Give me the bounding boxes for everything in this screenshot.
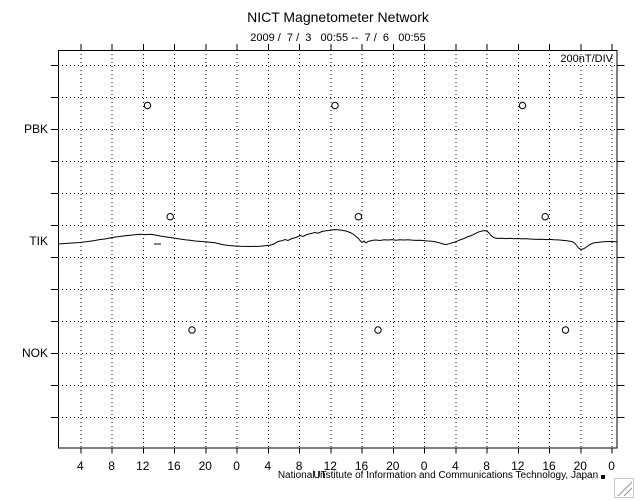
x-tick-label: 0 — [608, 459, 615, 473]
x-tick-label: 8 — [483, 459, 490, 473]
daily-marker-nok — [188, 326, 196, 334]
fine-print: ,,' ,.. — [583, 475, 606, 481]
daily-marker-nok — [561, 326, 570, 334]
x-tick-label: 20 — [386, 459, 400, 473]
daily-marker-nok — [374, 326, 382, 334]
x-tick-label: 20 — [199, 459, 213, 473]
resize-grip-icon[interactable] — [614, 478, 634, 498]
x-tick-label: 12 — [324, 459, 338, 473]
chart-date-range: 2009 / 7 / 3 00:55 -- 7 / 6 00:55 — [250, 32, 426, 44]
x-tick-label: 0 — [421, 459, 428, 473]
fine-print-square — [601, 475, 606, 479]
tik-trace — [57, 229, 618, 251]
x-tick-label: 8 — [296, 459, 303, 473]
daily-marker-tik — [354, 213, 363, 221]
x-axis-unit-label: UT — [313, 470, 327, 481]
credit-line: National Institute of Information and Co… — [277, 470, 599, 481]
x-tick-label: 4 — [264, 459, 271, 473]
daily-marker-pbk — [518, 101, 527, 110]
scale-per-division-label: 200nT/DIV — [560, 53, 613, 65]
x-tick-label: 8 — [108, 459, 115, 473]
x-tick-label: 16 — [167, 459, 181, 473]
station-label-tik: TIK — [29, 234, 48, 248]
station-label-nok: NOK — [21, 346, 48, 360]
x-tick-label: 16 — [542, 459, 556, 473]
plot-border — [58, 50, 618, 449]
resize-grip-box — [614, 478, 634, 498]
resize-grip-line — [617, 481, 633, 497]
daily-marker-pbk — [143, 101, 152, 110]
chart-title: NICT Magnetometer Network — [247, 9, 429, 25]
x-tick-label: 12 — [136, 459, 150, 473]
daily-marker-tik — [541, 213, 549, 221]
x-tick-label: 16 — [355, 459, 369, 473]
x-tick-label: 20 — [574, 459, 588, 473]
station-label-pbk: PBK — [23, 122, 48, 136]
x-tick-label: 0 — [233, 459, 240, 473]
x-tick-label: 4 — [77, 459, 84, 473]
daily-marker-pbk — [331, 101, 339, 110]
x-tick-label: 4 — [452, 459, 459, 473]
daily-marker-tik — [166, 213, 174, 221]
fine-print-text: ,,' ,.. — [583, 475, 600, 481]
x-tick-label: 12 — [511, 459, 525, 473]
resize-grip-line — [623, 487, 633, 497]
